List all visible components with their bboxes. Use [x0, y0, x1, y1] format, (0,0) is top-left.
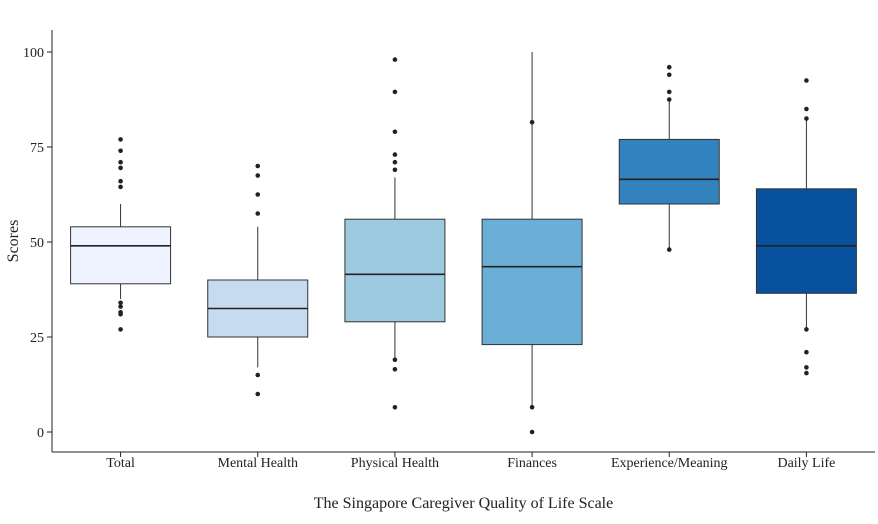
box-finances — [481, 52, 583, 435]
outlier-point — [666, 97, 672, 102]
x-axis-title: The Singapore Caregiver Quality of Life … — [314, 495, 613, 512]
box-total — [70, 137, 172, 332]
iqr-box — [618, 138, 720, 205]
outlier-point — [118, 327, 123, 332]
outlier-point — [255, 173, 261, 178]
y-tick-label: 0 — [37, 426, 44, 441]
outlier-point — [392, 367, 398, 372]
outlier-point — [804, 349, 809, 355]
outlier-point — [118, 184, 123, 190]
outlier-point — [255, 211, 261, 216]
outlier-point — [804, 370, 809, 376]
outlier-point — [529, 429, 535, 435]
outlier-point — [392, 152, 398, 157]
outlier-point — [118, 178, 123, 184]
outlier-point — [666, 247, 672, 252]
box-experience-meaning — [618, 64, 720, 252]
x-tick-label: Experience/Meaning — [611, 456, 728, 471]
x-tick-label: Total — [106, 456, 135, 471]
outlier-point — [529, 405, 535, 410]
box-mental-health — [207, 163, 309, 397]
y-axis-title: Scores — [5, 220, 22, 263]
outlier-point — [255, 163, 261, 169]
plot-area — [70, 52, 857, 435]
y-tick-label: 100 — [23, 46, 44, 61]
outlier-point — [392, 159, 398, 165]
outlier-point — [804, 327, 809, 332]
x-tick-label: Mental Health — [218, 456, 298, 471]
outlier-point — [118, 311, 123, 317]
y-tick-label: 25 — [30, 331, 44, 346]
y-tick-label: 75 — [30, 141, 44, 156]
box-physical-health — [344, 57, 446, 410]
outlier-point — [666, 72, 672, 78]
y-axis-ticks: 0 25 50 75 100 — [23, 46, 52, 441]
outlier-point — [392, 357, 398, 363]
outlier-point — [666, 64, 672, 70]
outlier-point — [666, 89, 672, 95]
outlier-point — [392, 129, 398, 135]
outlier-point — [804, 116, 809, 121]
outlier-point — [118, 159, 123, 165]
x-tick-label: Daily Life — [777, 456, 835, 471]
iqr-box — [344, 218, 446, 323]
outlier-point — [804, 365, 809, 370]
outlier-point — [392, 57, 398, 62]
x-tick-label: Finances — [507, 456, 557, 471]
outlier-point — [255, 192, 261, 197]
iqr-box — [481, 218, 583, 346]
x-tick-label: Physical Health — [351, 456, 439, 471]
outlier-point — [392, 89, 398, 95]
outlier-point — [804, 106, 809, 112]
outlier-point — [529, 120, 535, 125]
outlier-point — [118, 304, 123, 309]
outlier-point — [118, 165, 123, 171]
outlier-point — [392, 167, 398, 173]
box-daily-life — [755, 78, 857, 376]
outlier-point — [804, 78, 809, 83]
y-tick-label: 50 — [30, 236, 44, 251]
x-axis-ticks: Total Mental Health Physical Health Finance… — [106, 452, 835, 471]
iqr-box — [755, 188, 857, 294]
outlier-point — [118, 137, 123, 142]
outlier-point — [392, 405, 398, 410]
outlier-point — [118, 148, 123, 154]
iqr-box — [70, 226, 172, 285]
outlier-point — [118, 300, 123, 306]
outlier-point — [255, 372, 261, 378]
outlier-point — [255, 391, 261, 397]
